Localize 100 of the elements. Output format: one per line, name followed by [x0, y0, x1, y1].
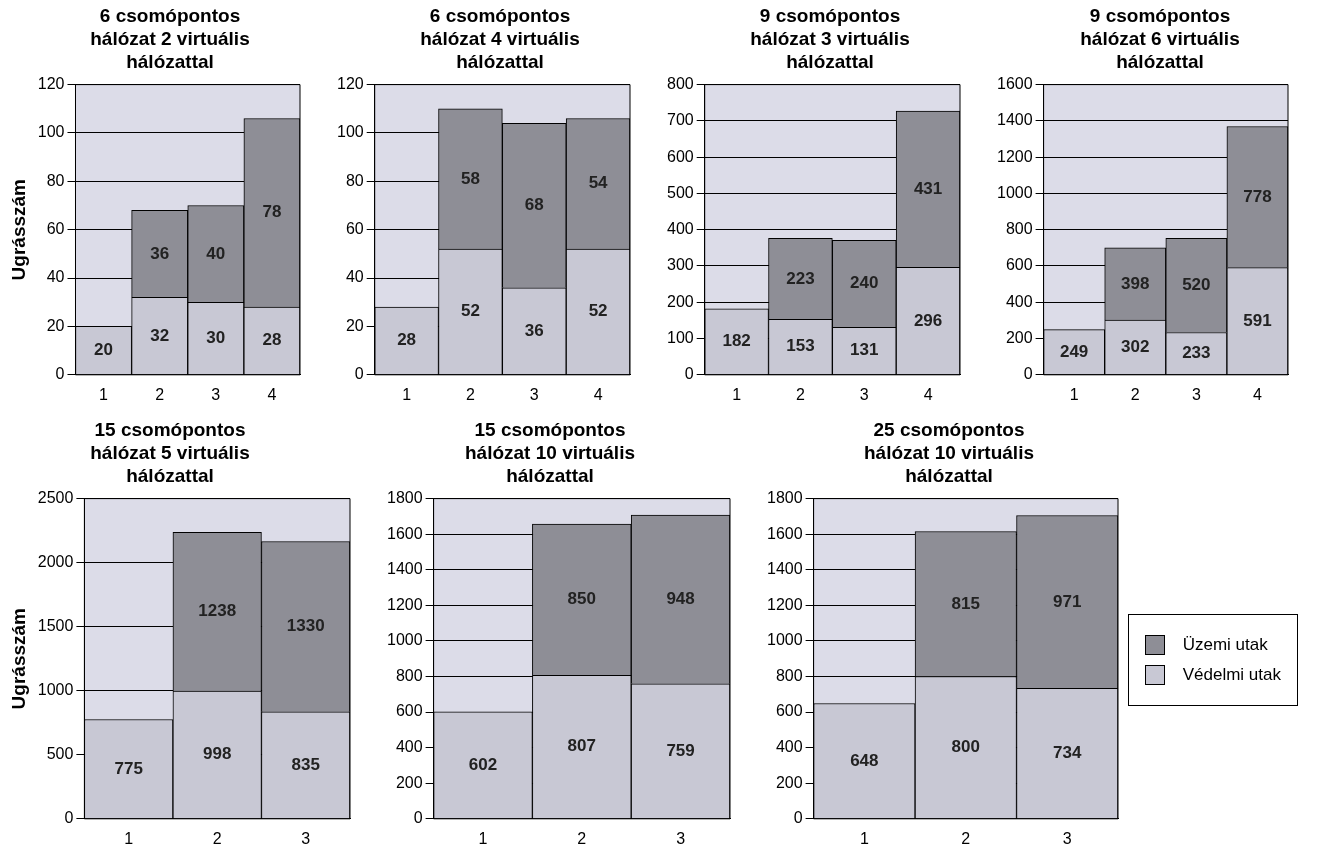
y-tick-label: 500: [666, 183, 694, 201]
x-tick-label: 2: [155, 385, 165, 403]
data-label: 807: [567, 736, 596, 756]
chart-title: 6 csomópontos hálózat 4 virtuális hálózattal: [419, 4, 581, 73]
data-label: 40: [206, 243, 226, 263]
y-tick-label: 1400: [767, 560, 803, 578]
data-label: 775: [114, 758, 143, 778]
y-tick-label: 2000: [37, 553, 74, 571]
y-tick-label: 1600: [767, 524, 803, 542]
chart-title: 15 csomópontos hálózat 5 virtuális hálózattal: [89, 418, 251, 487]
y-tick-label: 1800: [767, 489, 803, 507]
data-label: 58: [460, 168, 480, 188]
data-label: 153: [786, 336, 815, 356]
data-label: 78: [262, 202, 282, 222]
x-tick-label: 2: [212, 829, 222, 847]
y-tick-label: 80: [345, 171, 364, 189]
chart-title: 15 csomópontos hálózat 10 virtuális hálózattal: [464, 418, 636, 487]
data-label: 30: [206, 327, 226, 347]
data-label: 800: [951, 737, 980, 757]
y-tick-label: 1400: [387, 560, 423, 578]
y-tick-label: 800: [666, 75, 694, 93]
x-tick-label: 4: [923, 385, 933, 403]
chart-title: 9 csomópontos hálózat 3 virtuális hálózattal: [749, 4, 911, 73]
data-label: 759: [666, 740, 695, 760]
data-label: 68: [524, 195, 544, 215]
y-tick-label: 200: [395, 773, 423, 791]
x-tick-label: 4: [267, 385, 277, 403]
data-label: 778: [1243, 186, 1272, 206]
data-label: 850: [567, 589, 596, 609]
chart-title: 6 csomópontos hálózat 2 virtuális hálózattal: [89, 4, 251, 73]
x-tick-label: 1: [1069, 385, 1079, 403]
y-tick-label: 400: [775, 738, 803, 756]
y-tick-label: 1000: [37, 681, 74, 699]
legend-label: Üzemi utak: [1182, 635, 1268, 655]
y-tick-label: 200: [775, 773, 803, 791]
x-tick-label: 3: [1062, 829, 1072, 847]
data-label: 182: [722, 331, 751, 351]
y-tick-label: 1200: [767, 595, 803, 613]
chart-title: 9 csomópontos hálózat 6 virtuális hálózattal: [1079, 4, 1241, 73]
y-axis-title: Ugrásszám: [7, 179, 29, 281]
y-tick-label: 80: [46, 171, 65, 189]
y-tick-label: 20: [345, 316, 364, 334]
data-label: 1238: [198, 601, 237, 621]
x-tick-label: 4: [1253, 385, 1262, 403]
data-label: 1330: [286, 616, 325, 636]
y-tick-label: 0: [684, 365, 694, 383]
data-label: 233: [1182, 343, 1211, 363]
y-tick-label: 300: [666, 256, 694, 274]
x-tick-label: 1: [124, 829, 134, 847]
y-tick-label: 0: [413, 809, 423, 827]
data-label: 835: [291, 754, 320, 774]
data-label: 815: [951, 593, 980, 613]
data-label: 948: [666, 589, 695, 609]
y-tick-label: 200: [1005, 328, 1033, 346]
x-tick-label: 2: [577, 829, 587, 847]
y-tick-label: 0: [793, 809, 803, 827]
data-label: 52: [460, 301, 480, 321]
y-tick-label: 100: [336, 123, 364, 141]
y-tick-label: 400: [395, 738, 423, 756]
data-label: 296: [913, 310, 943, 330]
y-tick-label: 600: [395, 702, 423, 720]
data-label: 520: [1182, 275, 1211, 295]
data-label: 52: [588, 301, 608, 321]
data-label: 28: [262, 330, 282, 350]
chart-title: 25 csomópontos hálózat 10 virtuális hálózattal: [863, 418, 1035, 487]
data-label: 36: [524, 320, 544, 340]
y-tick-label: 0: [1023, 365, 1033, 383]
x-tick-label: 3: [676, 829, 686, 847]
y-tick-label: 600: [666, 147, 694, 165]
x-tick-label: 4: [593, 385, 603, 403]
y-tick-label: 1000: [767, 631, 803, 649]
data-label: 734: [1053, 742, 1082, 762]
x-tick-label: 3: [529, 385, 539, 403]
y-tick-label: 1200: [997, 147, 1033, 165]
x-tick-label: 3: [1191, 385, 1201, 403]
y-tick-label: 1800: [387, 489, 423, 507]
data-label: 131: [850, 340, 879, 360]
x-tick-label: 1: [478, 829, 488, 847]
y-tick-label: 1200: [387, 595, 423, 613]
y-tick-label: 120: [37, 75, 65, 93]
y-tick-label: 500: [46, 745, 74, 763]
y-tick-label: 600: [775, 702, 803, 720]
y-tick-label: 400: [666, 220, 694, 238]
y-tick-label: 60: [46, 220, 65, 238]
y-axis-title: Ugrásszám: [7, 608, 29, 710]
x-tick-label: 1: [402, 385, 412, 403]
y-tick-label: 400: [1005, 292, 1033, 310]
data-label: 602: [468, 754, 498, 774]
data-label: 20: [94, 340, 114, 360]
data-label: 240: [850, 273, 879, 293]
y-tick-label: 800: [775, 666, 803, 684]
x-tick-label: 2: [465, 385, 475, 403]
y-tick-label: 0: [55, 365, 65, 383]
x-tick-label: 2: [795, 385, 805, 403]
y-tick-label: 20: [46, 316, 65, 334]
x-tick-label: 3: [301, 829, 311, 847]
x-tick-label: 1: [732, 385, 742, 403]
y-tick-label: 100: [666, 328, 694, 346]
data-label: 54: [588, 173, 609, 193]
data-label: 32: [150, 325, 170, 345]
